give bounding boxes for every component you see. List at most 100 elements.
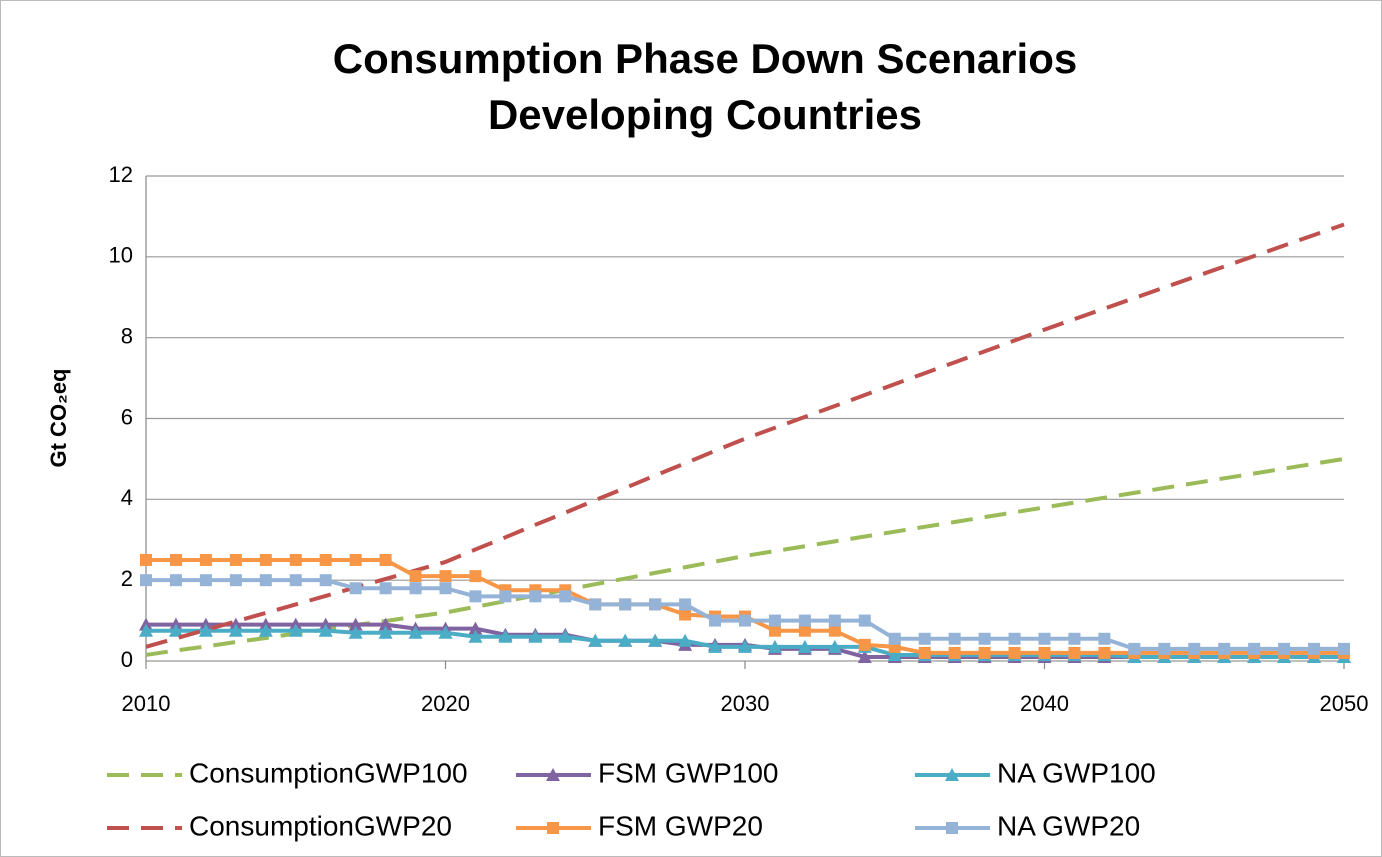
data-point	[618, 633, 633, 647]
data-point	[439, 570, 452, 583]
legend-marker	[547, 822, 559, 834]
data-point	[1008, 646, 1021, 659]
y-tick-label: 4	[121, 485, 133, 510]
data-point	[708, 639, 723, 653]
data-point	[168, 623, 183, 637]
data-point	[1038, 646, 1051, 659]
x-tick-label: 2020	[421, 691, 470, 716]
data-point	[559, 590, 572, 603]
data-point	[1158, 642, 1171, 655]
data-point	[709, 614, 722, 627]
legend-label: NA GWP100	[997, 757, 1156, 788]
legend-label: NA GWP20	[997, 810, 1140, 841]
chart-subtitle: Developing Countries	[488, 91, 922, 138]
data-point	[379, 553, 392, 566]
data-point	[259, 574, 272, 587]
data-point	[378, 617, 393, 631]
data-point	[289, 553, 302, 566]
y-tick-label: 6	[121, 404, 133, 429]
data-point	[679, 598, 692, 611]
data-point	[1278, 642, 1291, 655]
data-point	[289, 574, 302, 587]
data-point	[169, 574, 182, 587]
data-point	[797, 639, 812, 653]
data-point	[678, 633, 693, 647]
data-point	[1308, 642, 1321, 655]
y-tick-label: 0	[121, 647, 133, 672]
data-point	[379, 582, 392, 595]
data-point	[348, 625, 363, 639]
data-point	[528, 629, 543, 643]
data-point	[828, 624, 841, 637]
data-point	[229, 574, 242, 587]
data-point	[199, 553, 212, 566]
data-point	[739, 614, 751, 627]
data-point	[229, 553, 242, 566]
x-tick-label: 2050	[1320, 691, 1369, 716]
data-point	[288, 623, 303, 637]
x-tick-label: 2040	[1020, 691, 1069, 716]
data-point	[140, 574, 152, 587]
data-point	[798, 624, 811, 637]
data-point	[318, 623, 333, 637]
data-point	[349, 582, 362, 595]
series-line	[145, 222, 1345, 649]
data-point	[409, 582, 422, 595]
data-point	[1098, 646, 1111, 659]
data-point	[1218, 642, 1231, 655]
data-point	[1248, 642, 1261, 655]
data-point	[469, 570, 482, 583]
data-point	[768, 614, 781, 627]
data-point	[798, 614, 811, 627]
data-point	[767, 639, 782, 653]
data-point	[468, 621, 483, 635]
data-point	[887, 647, 902, 661]
data-point	[468, 629, 483, 643]
data-point	[140, 553, 152, 566]
data-point	[918, 632, 931, 645]
data-point	[348, 617, 363, 631]
data-point	[857, 649, 872, 663]
data-point	[319, 574, 332, 587]
data-point	[827, 639, 842, 653]
data-point	[918, 646, 931, 659]
y-tick-label: 10	[109, 243, 133, 268]
chart-title: Consumption Phase Down Scenarios	[333, 35, 1077, 82]
data-point	[1068, 646, 1081, 659]
legend-label: ConsumptionGWP100	[189, 757, 468, 788]
data-point	[438, 625, 453, 639]
data-point	[1008, 632, 1021, 645]
data-point	[439, 582, 452, 595]
y-tick-label: 8	[121, 323, 133, 348]
data-point	[588, 633, 603, 647]
data-point	[198, 623, 213, 637]
data-point	[1338, 642, 1350, 655]
data-point	[738, 639, 752, 653]
data-point	[1038, 632, 1051, 645]
data-point	[649, 598, 662, 611]
x-tick-label: 2010	[122, 691, 171, 716]
data-point	[978, 646, 991, 659]
y-axis-label: Gt CO₂eq	[46, 369, 71, 468]
data-point	[589, 598, 602, 611]
data-point	[169, 553, 182, 566]
data-point	[469, 590, 482, 603]
data-point	[828, 614, 841, 627]
y-tick-label: 12	[109, 162, 133, 187]
x-tick-label: 2030	[721, 691, 770, 716]
legend-marker	[945, 768, 959, 781]
data-point	[319, 553, 332, 566]
data-point	[679, 608, 692, 621]
data-point	[498, 629, 513, 643]
legend-label: FSM GWP20	[598, 810, 763, 841]
data-point	[619, 598, 632, 611]
data-point	[1068, 632, 1081, 645]
data-point	[648, 633, 663, 647]
data-point	[349, 553, 362, 566]
data-point	[1128, 642, 1141, 655]
data-point	[409, 570, 422, 583]
data-point	[558, 629, 573, 643]
legend-marker	[546, 768, 560, 781]
